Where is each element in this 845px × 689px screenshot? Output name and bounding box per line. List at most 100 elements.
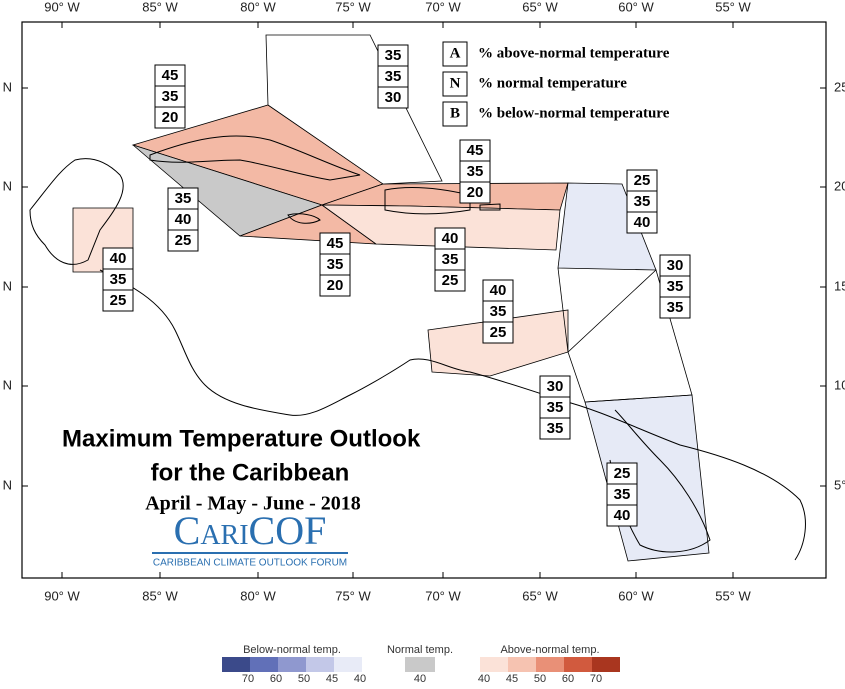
probability-value: 40	[490, 282, 507, 299]
longitude-label: 80° W	[240, 0, 276, 14]
legend-tick: 40	[414, 673, 426, 684]
legend-tick: 45	[506, 673, 518, 684]
probability-box	[482, 321, 514, 344]
longitude-label: 75° W	[335, 588, 371, 603]
probability-box	[167, 229, 199, 252]
legend-tick: 50	[534, 673, 546, 684]
swatch	[222, 657, 250, 672]
title: for the Caribbean	[151, 459, 350, 486]
probability-box	[377, 86, 409, 109]
key-box	[442, 101, 468, 127]
probability-value: 25	[110, 292, 127, 309]
coastline	[287, 213, 321, 224]
legend-tick: 40	[354, 673, 366, 684]
longitude-label: 65° W	[522, 588, 558, 603]
latitude-label: N	[3, 377, 12, 392]
probability-value: 35	[634, 193, 651, 210]
probability-value: 35	[175, 190, 192, 207]
longitude-label: 80° W	[240, 588, 276, 603]
coastline	[149, 135, 361, 181]
probability-value: 35	[385, 47, 402, 64]
probability-value: 30	[385, 89, 402, 106]
logo-tagline: CARIBBEAN CLIMATE OUTLOOK FORUM	[153, 558, 347, 569]
longitude-label: 85° W	[142, 0, 178, 14]
swatch	[564, 657, 592, 672]
longitude-label: 90° W	[44, 0, 80, 14]
probability-value: 25	[490, 324, 507, 341]
coastline	[99, 269, 806, 561]
logo: CariCOF	[174, 508, 327, 553]
probability-value: 35	[547, 420, 564, 437]
key-box	[442, 71, 468, 97]
probability-value: 20	[467, 184, 484, 201]
probability-box	[659, 296, 691, 319]
legend-title: Below-normal temp.	[243, 644, 341, 656]
legend-tick: 60	[270, 673, 282, 684]
probability-value: 20	[162, 109, 179, 126]
swatch	[405, 657, 435, 672]
longitude-label: 60° W	[618, 0, 654, 14]
probability-value: 40	[175, 211, 192, 228]
color-legend	[222, 657, 620, 672]
key-text: % normal temperature	[478, 75, 627, 91]
coastline	[479, 203, 501, 211]
probability-box	[539, 417, 571, 440]
longitude-label: 55° W	[715, 588, 751, 603]
latitude-label: 15	[834, 278, 845, 293]
longitude-label: 55° W	[715, 0, 751, 14]
probability-value: 40	[442, 230, 459, 247]
probability-value: 35	[162, 88, 179, 105]
probability-box	[606, 504, 638, 527]
probability-value: 35	[667, 299, 684, 316]
swatch	[306, 657, 334, 672]
probability-value: 25	[442, 272, 459, 289]
probability-value: 45	[162, 67, 179, 84]
legend-tick: 45	[326, 673, 338, 684]
probability-box	[102, 289, 134, 312]
latitude-label: 25	[834, 79, 845, 94]
key-text: % above-normal temperature	[478, 45, 670, 61]
probability-value: 35	[667, 278, 684, 295]
longitude-label: 75° W	[335, 0, 371, 14]
forecast-zones	[72, 34, 710, 562]
coastline	[384, 187, 471, 215]
latitude-label: N	[3, 178, 12, 193]
legend-tick: 40	[478, 673, 490, 684]
latitude-label: N	[3, 79, 12, 94]
probability-value: 45	[327, 235, 344, 252]
period: April - May - June - 2018	[145, 493, 361, 515]
coastlines	[29, 135, 806, 561]
probability-value: 30	[547, 378, 564, 395]
key-letter: B	[450, 105, 460, 121]
swatch	[592, 657, 620, 672]
probability-value: 35	[547, 399, 564, 416]
probability-value: 40	[634, 214, 651, 231]
swatch	[508, 657, 536, 672]
key-letter: A	[450, 45, 461, 61]
map-frame	[21, 21, 827, 579]
probability-value: 40	[110, 250, 127, 267]
probability-value: 35	[110, 271, 127, 288]
probability-value: 45	[467, 142, 484, 159]
longitude-label: 70° W	[425, 588, 461, 603]
zone	[265, 34, 443, 185]
longitude-label: 85° W	[142, 588, 178, 603]
probability-value: 35	[467, 163, 484, 180]
probability-box	[434, 269, 466, 292]
probability-value: 25	[614, 465, 631, 482]
latitude-label: N	[3, 278, 12, 293]
key-letter: N	[450, 75, 461, 91]
swatch	[250, 657, 278, 672]
probability-box	[626, 211, 658, 234]
probability-box	[459, 181, 491, 204]
probability-box	[154, 106, 186, 129]
legend-tick: 70	[590, 673, 602, 684]
title: Maximum Temperature Outlook	[62, 425, 421, 452]
legend-tick: 50	[298, 673, 310, 684]
probability-value: 35	[490, 303, 507, 320]
key-text: % below-normal temperature	[478, 105, 670, 121]
zone-border	[557, 267, 693, 403]
latitude-label: 10	[834, 377, 845, 392]
swatch	[334, 657, 362, 672]
